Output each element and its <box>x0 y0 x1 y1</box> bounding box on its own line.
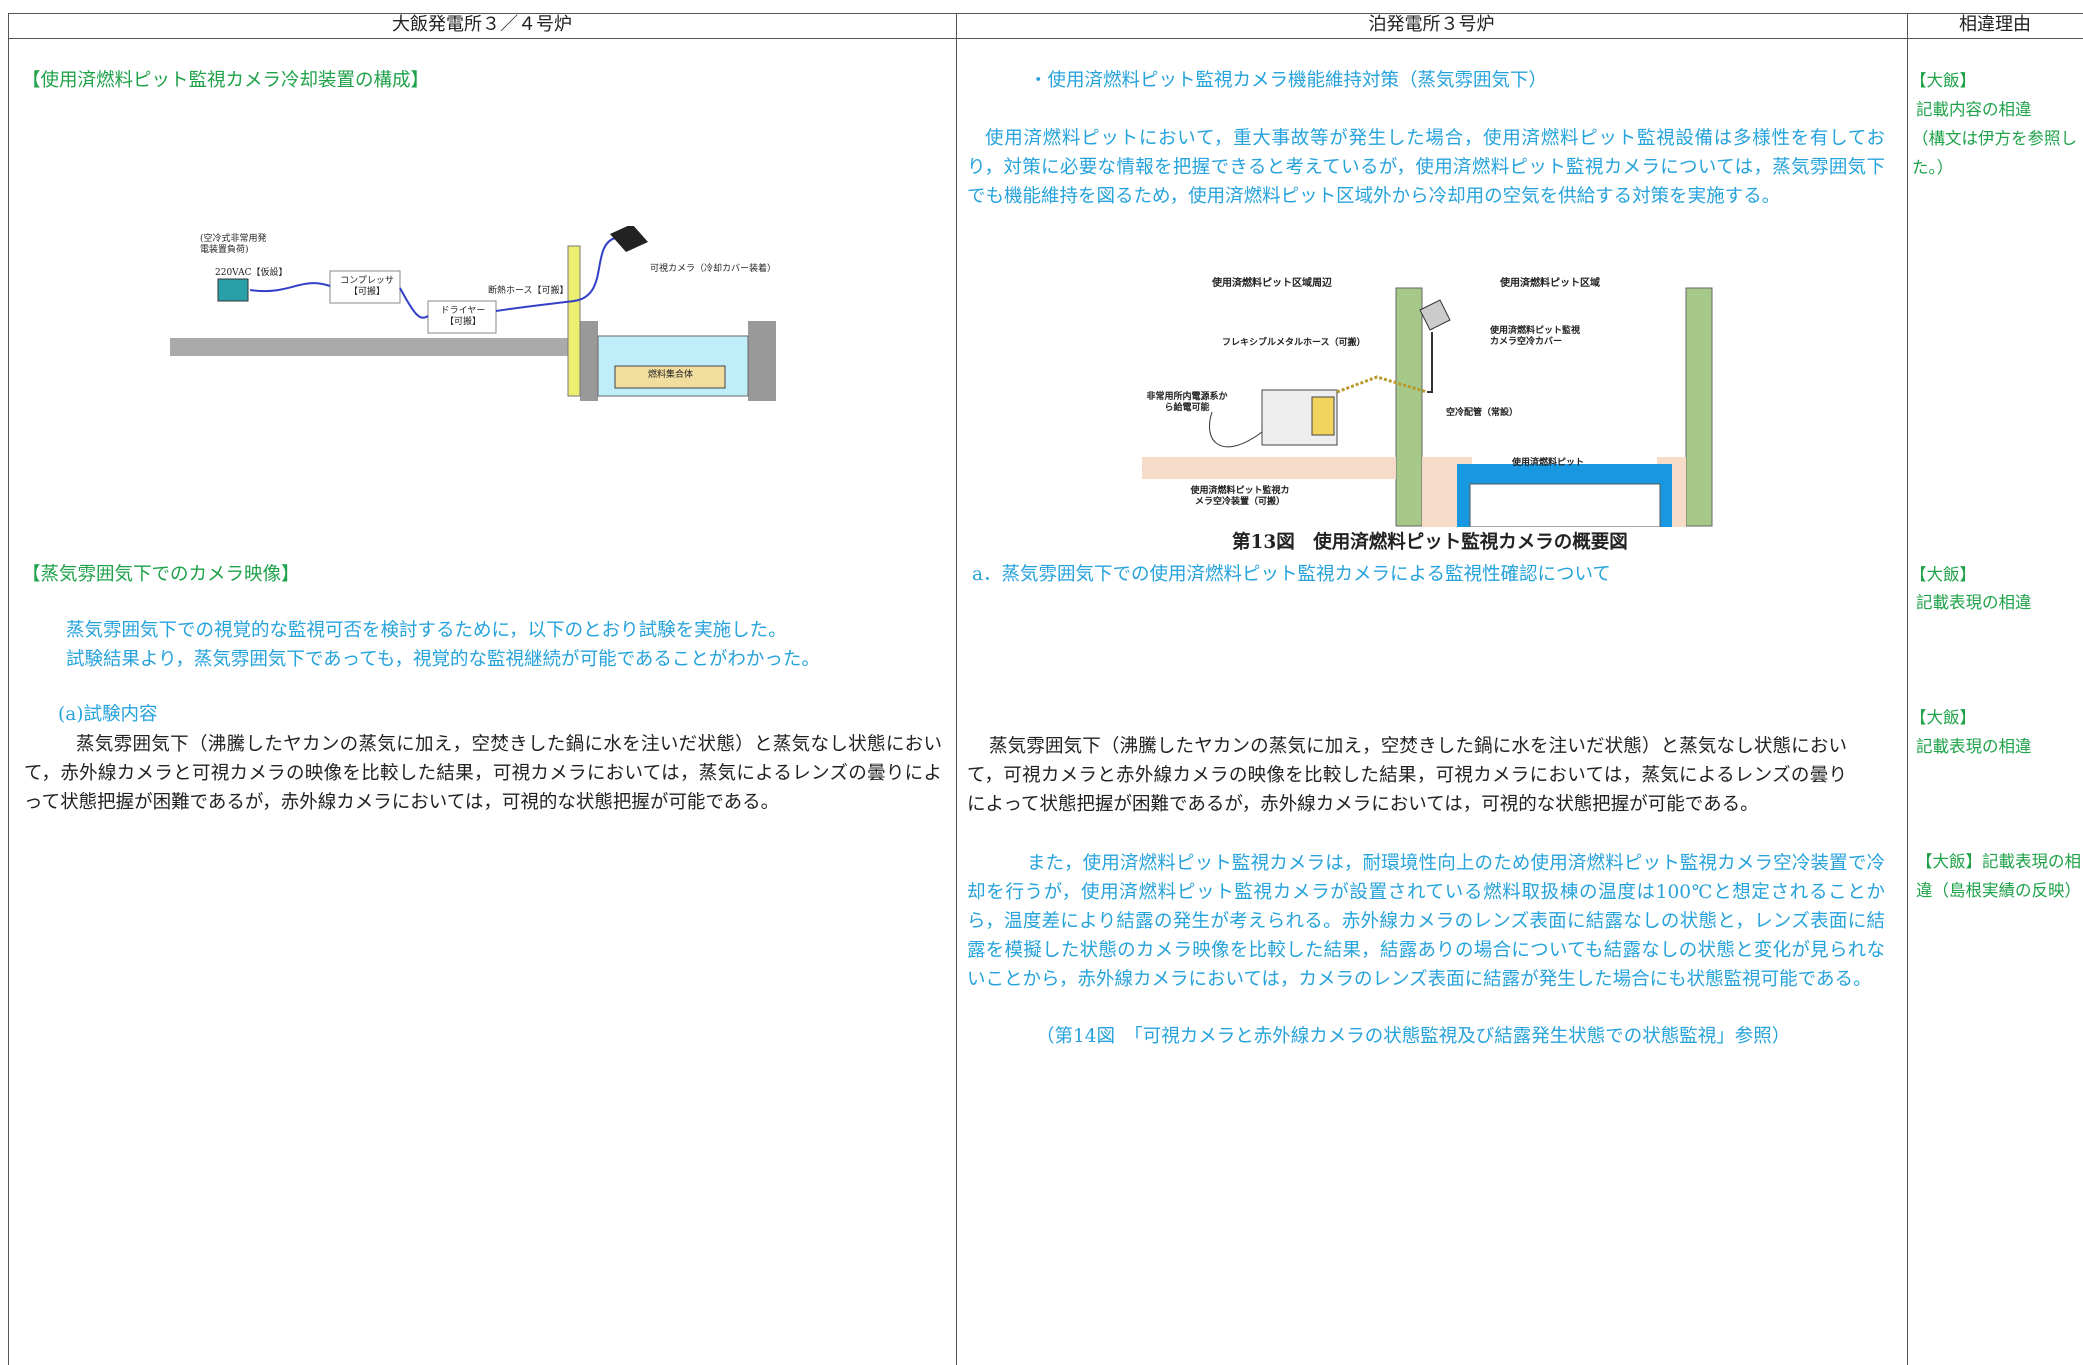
column-border <box>956 13 957 1365</box>
pool-wall <box>748 321 776 401</box>
reference: （第14図 「可視カメラと赤外線カメラの状態監視及び結露発生状態での状態監視」参… <box>1036 1026 1791 1047</box>
figure-label: 使用済燃料ピット監視カメラ空冷カバー <box>1490 326 1581 347</box>
figure-label: 使用済燃料ピット <box>1512 458 1585 468</box>
figure-label: 燃料集合体 <box>648 370 694 380</box>
cooling-device <box>1311 396 1335 436</box>
header-cell: 大飯発電所３／４号炉 <box>392 14 572 35</box>
figure <box>170 226 776 401</box>
hose <box>1336 375 1428 394</box>
item-heading: a．蒸気雰囲気下での使用済燃料ピット監視カメラによる監視性確認について <box>972 564 1611 585</box>
figure-label: コンプレッサ【可搬】 <box>340 276 394 297</box>
fuel <box>614 365 726 389</box>
dryer <box>427 300 497 334</box>
bullet-heading: ・使用済燃料ピット監視カメラ機能維持対策（蒸気雰囲気下） <box>1029 70 1548 91</box>
paragraph: また，使用済燃料ピット監視カメラは，耐環境性向上のため使用済燃料ピット監視カメラ… <box>967 853 1885 990</box>
floor <box>1142 457 1396 479</box>
figure-label: フレキシブルメタルホース（可搬） <box>1222 338 1366 348</box>
figure-label: (空冷式非常用発電装置負荷) <box>200 234 267 255</box>
note-text: 【大飯】記載表現の相違（島根実績の反映） <box>1916 852 2081 900</box>
hose <box>249 237 616 319</box>
fuel-rack <box>1469 483 1661 527</box>
figure-label: 220VAC【仮設】 <box>215 268 288 278</box>
header-cell: 泊発電所３号炉 <box>1368 14 1495 35</box>
figure <box>1142 287 1713 527</box>
note-text: 記載内容の相違 <box>1916 100 2032 119</box>
section-heading: 【使用済燃料ピット監視カメラ冷却装置の構成】 <box>22 70 430 91</box>
figure-label: 断熱ホース【可搬】 <box>488 286 569 296</box>
column-border <box>1907 13 1908 1365</box>
cable <box>1208 411 1263 448</box>
note-text: （構文は伊方を参照した。） <box>1912 129 2077 177</box>
paragraph: 使用済燃料ピットにおいて，重大事故等が発生した場合，使用済燃料ピット監視設備は多… <box>967 128 1885 207</box>
header-cell: 相違理由 <box>1959 14 2031 35</box>
paragraph: 蒸気雰囲気下（沸騰したヤカンの蒸気に加え，空焚きした鍋に水を注いだ状態）と蒸気な… <box>24 734 942 813</box>
paragraph: 試験結果より，蒸気雰囲気下であっても，視覚的な監視継続が可能であることがわかった… <box>66 649 820 670</box>
paragraph: 蒸気雰囲気下での視覚的な監視可否を検討するために，以下のとおり試験を実施した。 <box>66 620 787 641</box>
note-text: 記載表現の相違 <box>1916 737 2032 756</box>
outlet <box>217 278 249 302</box>
figure-label: ドライヤー【可搬】 <box>440 306 486 327</box>
pillar <box>567 245 581 397</box>
paragraph: 蒸気雰囲気下（沸騰したヤカンの蒸気に加え，空焚きした鍋に水を注いだ状態）と蒸気な… <box>967 736 1847 815</box>
figure-label: 使用済燃料ピット区域 <box>1500 278 1600 289</box>
section-heading: 【蒸気雰囲気下でのカメラ映像】 <box>22 564 300 585</box>
figure-label: 非常用所内電源系から給電可能 <box>1146 392 1228 413</box>
figure-label: 空冷配管（常設） <box>1446 408 1519 418</box>
ground <box>170 338 570 356</box>
note-tag: 【大飯】 <box>1910 565 1976 584</box>
figure-label: 使用済燃料ピット区域周辺 <box>1212 278 1332 289</box>
note-text: 記載表現の相違 <box>1916 593 2032 612</box>
wall <box>1685 287 1713 527</box>
pipe <box>1427 332 1433 393</box>
figure-label: 可視カメラ（冷却カバー装着） <box>650 264 777 274</box>
column-border <box>8 13 9 1365</box>
note-tag: 【大飯】 <box>1910 708 1976 727</box>
note-tag: 【大飯】 <box>1910 71 1976 90</box>
figure-caption: 第13図 使用済燃料ピット監視カメラの概要図 <box>1232 532 1628 553</box>
pool-wall <box>580 321 598 401</box>
compressor <box>329 270 401 304</box>
subheading: (a)試験内容 <box>58 704 158 725</box>
camera <box>1419 299 1451 331</box>
figure-label: 使用済燃料ピット監視カメラ空冷装置（可搬） <box>1190 486 1290 507</box>
camera <box>610 226 648 252</box>
wall <box>1395 287 1423 527</box>
